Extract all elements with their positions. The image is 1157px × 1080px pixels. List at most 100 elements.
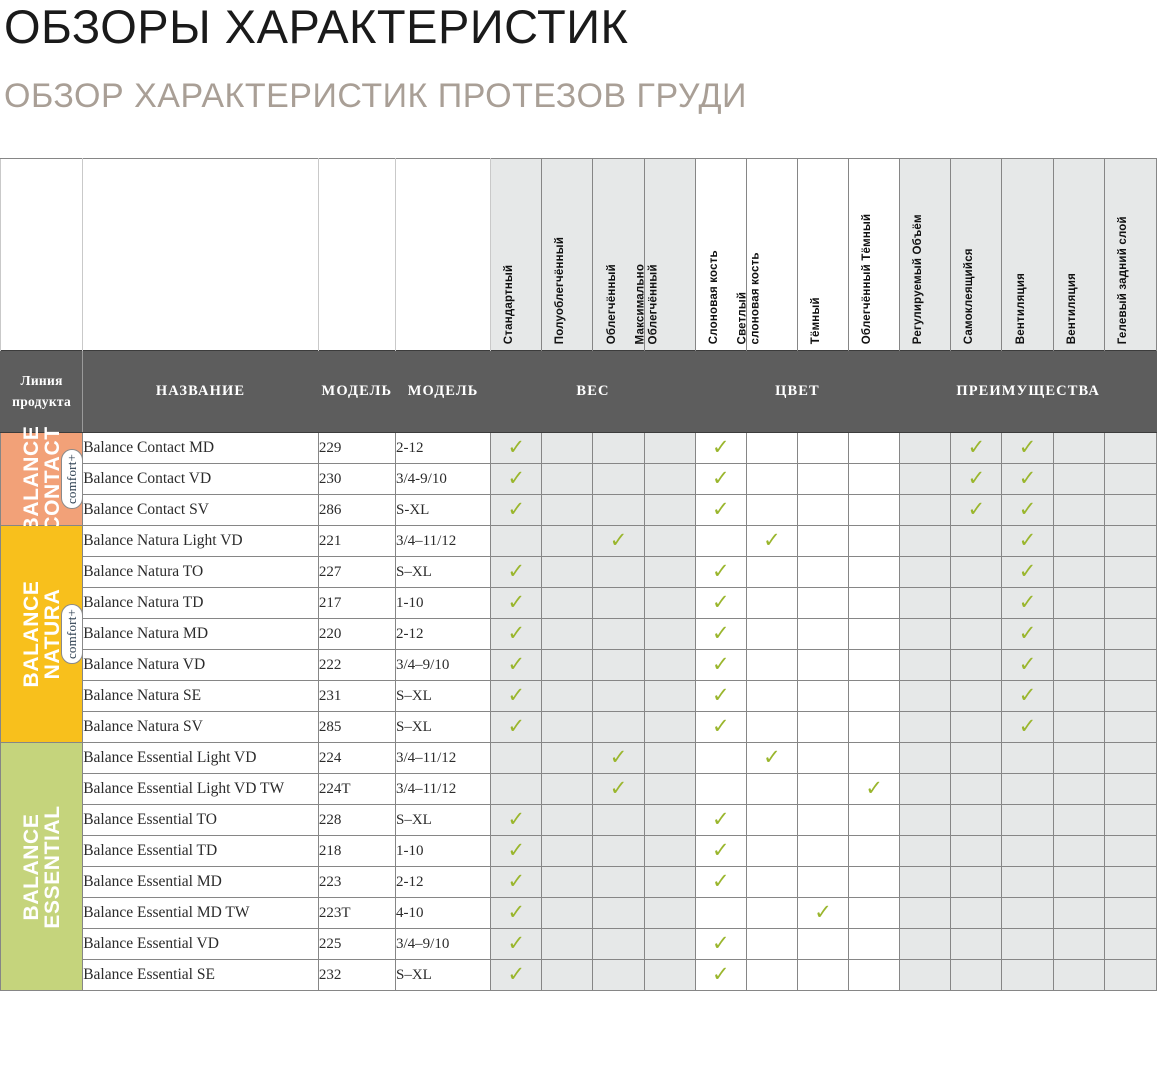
table-row: Balance Contact VD2303/4-9/10✓✓✓✓✓✓✓✓✓✓✓… — [1, 463, 1157, 495]
cell-self-adhesive: ✓ — [950, 587, 1003, 619]
cell-standard: ✓ — [490, 804, 543, 836]
cell-ventilation-1: ✓ — [1001, 897, 1054, 929]
cell-light-ivory: ✓ — [745, 463, 798, 495]
cell-ventilation-1: ✓ — [1001, 742, 1054, 774]
cell-light-ivory: ✓ — [745, 432, 798, 464]
cell-light-dark: ✓ — [848, 494, 901, 526]
cell-standard: ✓ — [490, 959, 543, 991]
product-name: Balance Natura TO — [82, 556, 319, 588]
cell-ivory: ✓ — [694, 618, 747, 650]
product-model-b: 2-12 — [394, 432, 492, 464]
check-icon: ✓ — [507, 838, 526, 862]
cell-self-adhesive: ✓ — [950, 835, 1003, 867]
cell-adj-volume: ✓ — [899, 897, 952, 929]
check-icon: ✓ — [967, 497, 986, 521]
cell-light: ✓ — [592, 897, 645, 929]
cell-light-ivory: ✓ — [745, 928, 798, 960]
product-name: Balance Contact VD — [82, 463, 319, 495]
cell-adj-volume: ✓ — [899, 463, 952, 495]
cell-gel-back: ✓ — [1103, 928, 1157, 960]
cell-self-adhesive: ✓ — [950, 897, 1003, 929]
attribute-header-label: Вентиляция — [1014, 272, 1027, 344]
cell-adj-volume: ✓ — [899, 494, 952, 526]
cell-max-light: ✓ — [643, 835, 696, 867]
check-icon: ✓ — [865, 776, 883, 800]
cell-semi-light: ✓ — [541, 587, 594, 619]
check-icon: ✓ — [507, 931, 526, 955]
product-name: Balance Essential TD — [82, 835, 319, 867]
cell-standard: ✓ — [490, 463, 543, 495]
product-model-a: 224T — [317, 773, 397, 805]
cell-self-adhesive: ✓ — [950, 618, 1003, 650]
check-icon: ✓ — [711, 838, 730, 862]
cell-dark: ✓ — [796, 928, 850, 960]
product-model-b: S-XL — [394, 494, 492, 526]
product-model-a: 217 — [317, 587, 397, 619]
cell-standard: ✓ — [490, 587, 543, 619]
check-icon: ✓ — [967, 435, 986, 459]
cell-dark: ✓ — [796, 494, 850, 526]
cell-light: ✓ — [592, 928, 645, 960]
cell-dark: ✓ — [796, 773, 850, 805]
cell-light-dark: ✓ — [848, 432, 901, 464]
cell-standard: ✓ — [490, 618, 543, 650]
product-model-a: 225 — [317, 928, 397, 960]
cell-gel-back: ✓ — [1103, 525, 1157, 557]
cell-light-dark: ✓ — [848, 773, 901, 805]
product-line-label: BALANCE NATURA — [19, 580, 64, 688]
corner-label-line2: продукта — [12, 393, 72, 409]
cell-adj-volume: ✓ — [899, 959, 952, 991]
product-line-label: BALANCE ESSENTIAL — [19, 804, 64, 929]
cell-max-light: ✓ — [643, 742, 696, 774]
check-icon: ✓ — [1018, 497, 1037, 521]
product-name: Balance Natura SV — [82, 711, 319, 743]
product-name: Balance Essential Light VD — [82, 742, 319, 774]
header-model-a: МОДЕЛЬ — [317, 350, 397, 433]
cell-dark: ✓ — [796, 711, 850, 743]
cell-ivory: ✓ — [694, 587, 747, 619]
product-model-b: S–XL — [394, 804, 492, 836]
cell-adj-volume: ✓ — [899, 587, 952, 619]
cell-adj-volume: ✓ — [899, 680, 952, 712]
product-name: Balance Essential MD — [82, 866, 319, 898]
attribute-header-semi-light: Полуоблегчённый — [541, 158, 594, 351]
cell-self-adhesive: ✓ — [950, 711, 1003, 743]
check-icon: ✓ — [507, 559, 526, 583]
cell-dark: ✓ — [796, 866, 850, 898]
product-model-a: 223 — [317, 866, 397, 898]
cell-semi-light: ✓ — [541, 556, 594, 588]
cell-ivory: ✓ — [694, 804, 747, 836]
cell-ventilation-2: ✓ — [1052, 835, 1105, 867]
product-model-b: S–XL — [394, 680, 492, 712]
cell-max-light: ✓ — [643, 804, 696, 836]
cell-ventilation-1: ✓ — [1001, 835, 1054, 867]
cell-adj-volume: ✓ — [899, 928, 952, 960]
cell-ivory: ✓ — [694, 463, 747, 495]
cell-semi-light: ✓ — [541, 494, 594, 526]
cell-ventilation-2: ✓ — [1052, 525, 1105, 557]
cell-ventilation-1: ✓ — [1001, 432, 1054, 464]
cell-ivory: ✓ — [694, 494, 747, 526]
cell-gel-back: ✓ — [1103, 835, 1157, 867]
cell-adj-volume: ✓ — [899, 866, 952, 898]
cell-dark: ✓ — [796, 680, 850, 712]
product-name: Balance Natura MD — [82, 618, 319, 650]
cell-semi-light: ✓ — [541, 742, 594, 774]
check-icon: ✓ — [507, 714, 526, 738]
cell-light-ivory: ✓ — [745, 866, 798, 898]
cell-ventilation-2: ✓ — [1052, 649, 1105, 681]
cell-dark: ✓ — [796, 835, 850, 867]
comfort-plus-badge-text: comfort+ — [61, 603, 84, 665]
product-model-b: 1-10 — [394, 587, 492, 619]
header-model-b: МОДЕЛЬ — [394, 350, 492, 433]
cell-standard: ✓ — [490, 711, 543, 743]
cell-light-ivory: ✓ — [745, 587, 798, 619]
product-name: Balance Essential Light VD TW — [82, 773, 319, 805]
attribute-header-ventilation-2: Вентиляция — [1052, 158, 1105, 351]
